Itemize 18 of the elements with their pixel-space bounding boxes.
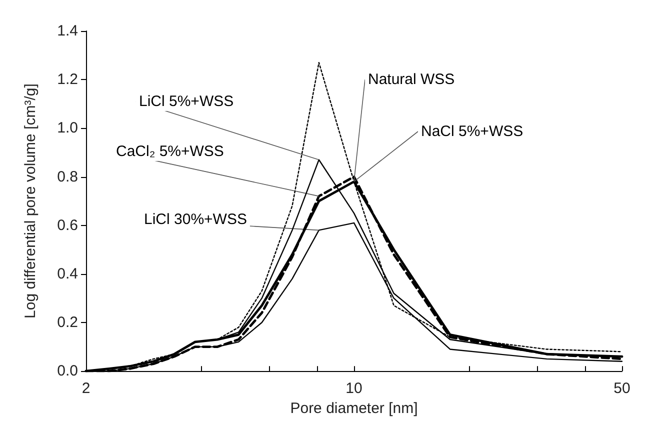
text: Natural WSS [368, 71, 455, 88]
y-tick-label: 1.0 [57, 120, 78, 137]
y-tick-label: 0.4 [57, 265, 78, 282]
y-tick-label: 1.4 [57, 22, 78, 40]
x-axis-title: Pore diameter [nm] [290, 400, 418, 417]
text: LiCl 5%+WSS [139, 93, 234, 110]
text: LiCl 30%+WSS [144, 211, 247, 228]
x-tick-label: 2 [82, 380, 90, 398]
y-tick-label: 0.0 [57, 362, 78, 380]
y-tick-label: 1.2 [57, 71, 78, 88]
text: CaCl₂ 5%+WSS [116, 143, 224, 160]
y-axis-title: Log differential pore volume [cm³/g] [22, 84, 39, 318]
y-tick-label: 0.6 [57, 216, 78, 234]
text: NaCl 5%+WSS [421, 123, 524, 140]
y-tick-label: 0.8 [57, 168, 78, 186]
y-tick-label: 0.2 [57, 314, 78, 332]
x-tick-label: 50 [614, 380, 630, 398]
x-tick-label: 10 [346, 380, 362, 398]
